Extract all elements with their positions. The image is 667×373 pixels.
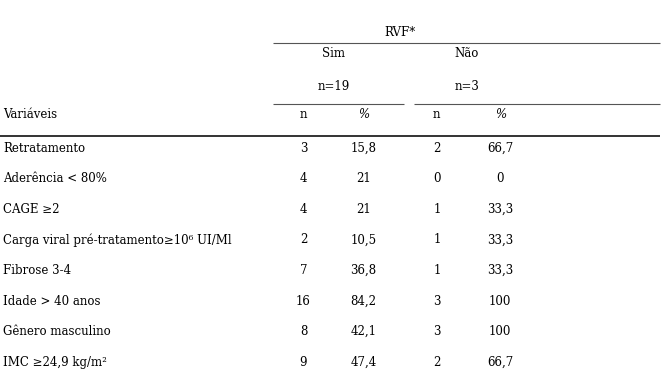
Text: 4: 4	[299, 172, 307, 185]
Text: 7: 7	[299, 264, 307, 277]
Text: 1: 1	[433, 203, 441, 216]
Text: Carga viral pré-tratamento≥10⁶ UI/Ml: Carga viral pré-tratamento≥10⁶ UI/Ml	[3, 233, 232, 247]
Text: 100: 100	[489, 295, 512, 308]
Text: Aderência < 80%: Aderência < 80%	[3, 172, 107, 185]
Text: 2: 2	[433, 142, 441, 155]
Text: n: n	[299, 108, 307, 121]
Text: n=19: n=19	[317, 80, 350, 93]
Text: 100: 100	[489, 325, 512, 338]
Text: 21: 21	[356, 172, 371, 185]
Text: 42,1: 42,1	[351, 325, 376, 338]
Text: 33,3: 33,3	[487, 203, 514, 216]
Text: 33,3: 33,3	[487, 264, 514, 277]
Text: Gênero masculino: Gênero masculino	[3, 325, 111, 338]
Text: 2: 2	[433, 356, 441, 369]
Text: 21: 21	[356, 203, 371, 216]
Text: Retratamento: Retratamento	[3, 142, 85, 155]
Text: 10,5: 10,5	[350, 233, 377, 247]
Text: Sim: Sim	[322, 47, 345, 60]
Text: %: %	[495, 108, 506, 121]
Text: IMC ≥24,9 kg/m²: IMC ≥24,9 kg/m²	[3, 356, 107, 369]
Text: Idade > 40 anos: Idade > 40 anos	[3, 295, 101, 308]
Text: 0: 0	[433, 172, 441, 185]
Text: 1: 1	[433, 264, 441, 277]
Text: %: %	[358, 108, 369, 121]
Text: n=3: n=3	[454, 80, 480, 93]
Text: 47,4: 47,4	[350, 356, 377, 369]
Text: n: n	[433, 108, 441, 121]
Text: 15,8: 15,8	[351, 142, 376, 155]
Text: Variáveis: Variáveis	[3, 108, 57, 121]
Text: 66,7: 66,7	[487, 356, 514, 369]
Text: 3: 3	[433, 295, 441, 308]
Text: 1: 1	[433, 233, 441, 247]
Text: 8: 8	[299, 325, 307, 338]
Text: 3: 3	[299, 142, 307, 155]
Text: 66,7: 66,7	[487, 142, 514, 155]
Text: 4: 4	[299, 203, 307, 216]
Text: 2: 2	[299, 233, 307, 247]
Text: 9: 9	[299, 356, 307, 369]
Text: 16: 16	[296, 295, 311, 308]
Text: Não: Não	[455, 47, 479, 60]
Text: Fibrose 3-4: Fibrose 3-4	[3, 264, 71, 277]
Text: 3: 3	[433, 325, 441, 338]
Text: 0: 0	[496, 172, 504, 185]
Text: 84,2: 84,2	[351, 295, 376, 308]
Text: 33,3: 33,3	[487, 233, 514, 247]
Text: CAGE ≥2: CAGE ≥2	[3, 203, 60, 216]
Text: 36,8: 36,8	[350, 264, 377, 277]
Text: RVF*: RVF*	[385, 26, 416, 39]
